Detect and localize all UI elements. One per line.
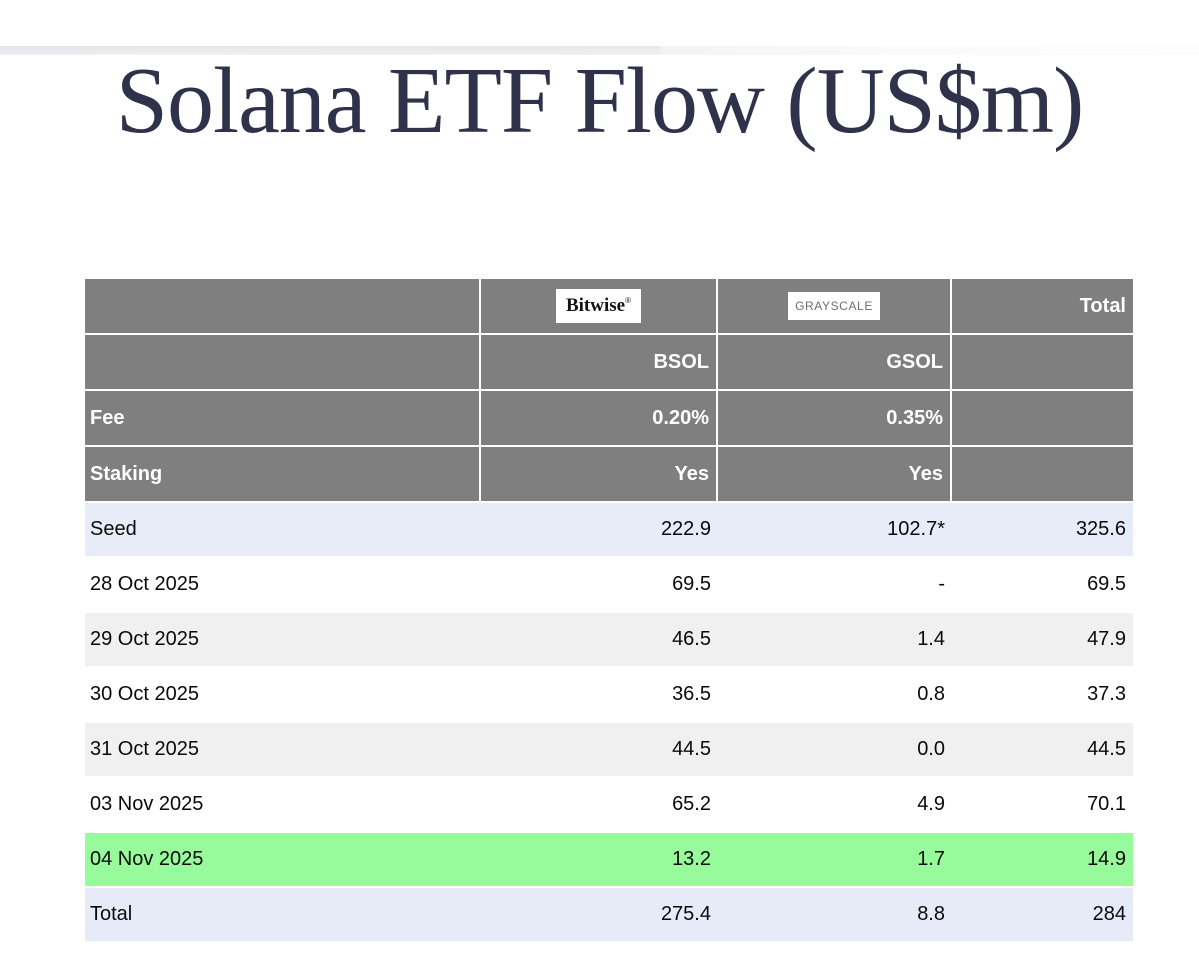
row-gsol-value: 4.9 <box>917 793 945 815</box>
fee-label: Fee <box>85 391 481 445</box>
grayscale-logo: GRAYSCALE <box>788 292 880 320</box>
page-title: Solana ETF Flow (US$m) <box>115 49 1085 153</box>
bitwise-trademark-icon: ® <box>625 296 631 305</box>
staking-gsol: Yes <box>718 447 952 501</box>
row-gsol-value: 0.0 <box>917 738 945 760</box>
table-row-total: Total 275.4 8.8 284 <box>85 888 1133 943</box>
fee-row: Fee 0.20% 0.35% <box>85 391 1133 447</box>
row-gsol-value: - <box>938 573 945 595</box>
browser-chrome-remnant <box>0 46 1199 55</box>
row-total-value: 325.6 <box>1075 518 1126 540</box>
fee-total-empty <box>952 391 1133 445</box>
row-label: 28 Oct 2025 <box>90 573 199 595</box>
ticker-gsol: GSOL <box>718 335 952 389</box>
row-gsol-value: 1.4 <box>917 628 945 650</box>
row-gsol-value: 102.7* <box>887 518 945 540</box>
total-column-header: Total <box>1079 294 1126 317</box>
ticker-empty-cell <box>85 335 481 389</box>
table-row-seed: Seed 222.9 102.7* 325.6 <box>85 503 1133 558</box>
row-label: Total <box>90 903 133 925</box>
row-total-value: 284 <box>1092 903 1126 925</box>
table-row-28-oct: 28 Oct 2025 69.5 - 69.5 <box>85 558 1133 613</box>
table-row-04-nov-highlighted: 04 Nov 2025 13.2 1.7 14.9 <box>85 833 1133 888</box>
row-bsol-value: 222.9 <box>660 518 711 540</box>
row-label: 31 Oct 2025 <box>90 738 199 760</box>
row-label: 04 Nov 2025 <box>90 848 204 870</box>
staking-row: Staking Yes Yes <box>85 447 1133 503</box>
table-header-ticker-row: BSOL GSOL <box>85 335 1133 391</box>
fee-bsol: 0.20% <box>481 391 718 445</box>
row-label: 03 Nov 2025 <box>90 793 204 815</box>
row-label: 29 Oct 2025 <box>90 628 199 650</box>
table-row-03-nov: 03 Nov 2025 65.2 4.9 70.1 <box>85 778 1133 833</box>
row-bsol-value: 36.5 <box>672 683 711 705</box>
row-bsol-value: 44.5 <box>672 738 711 760</box>
table-row-31-oct: 31 Oct 2025 44.5 0.0 44.5 <box>85 723 1133 778</box>
row-total-value: 37.3 <box>1087 683 1126 705</box>
staking-bsol: Yes <box>481 447 718 501</box>
ticker-bsol: BSOL <box>481 335 718 389</box>
row-label: 30 Oct 2025 <box>90 683 199 705</box>
row-gsol-value: 1.7 <box>917 848 945 870</box>
fee-gsol: 0.35% <box>718 391 952 445</box>
bitwise-logo-cell: Bitwise ® <box>481 279 718 333</box>
table-header-logo-row: Bitwise ® GRAYSCALE Total <box>85 279 1133 335</box>
ticker-total-empty <box>952 335 1133 389</box>
row-total-value: 69.5 <box>1087 573 1126 595</box>
grayscale-logo-cell: GRAYSCALE <box>718 279 952 333</box>
staking-label: Staking <box>85 447 481 501</box>
bitwise-logo-text: Bitwise <box>565 295 626 316</box>
table-row-30-oct: 30 Oct 2025 36.5 0.8 37.3 <box>85 668 1133 723</box>
row-label: Seed <box>90 518 137 540</box>
row-bsol-value: 275.4 <box>660 903 711 925</box>
row-gsol-value: 8.8 <box>917 903 945 925</box>
row-total-value: 44.5 <box>1087 738 1126 760</box>
row-bsol-value: 13.2 <box>672 848 711 870</box>
browser-tab-remnant <box>0 46 660 55</box>
row-bsol-value: 69.5 <box>672 573 711 595</box>
staking-total-empty <box>952 447 1133 501</box>
bitwise-logo: Bitwise ® <box>555 289 641 323</box>
row-gsol-value: 0.8 <box>917 683 945 705</box>
solana-etf-flow-table: Bitwise ® GRAYSCALE Total BSOL GSOL Fee 0… <box>85 279 1133 943</box>
table-row-29-oct: 29 Oct 2025 46.5 1.4 47.9 <box>85 613 1133 668</box>
row-total-value: 47.9 <box>1087 628 1126 650</box>
row-total-value: 14.9 <box>1087 848 1126 870</box>
row-bsol-value: 46.5 <box>672 628 711 650</box>
header-empty-cell <box>85 279 481 333</box>
row-bsol-value: 65.2 <box>672 793 711 815</box>
row-total-value: 70.1 <box>1087 793 1126 815</box>
